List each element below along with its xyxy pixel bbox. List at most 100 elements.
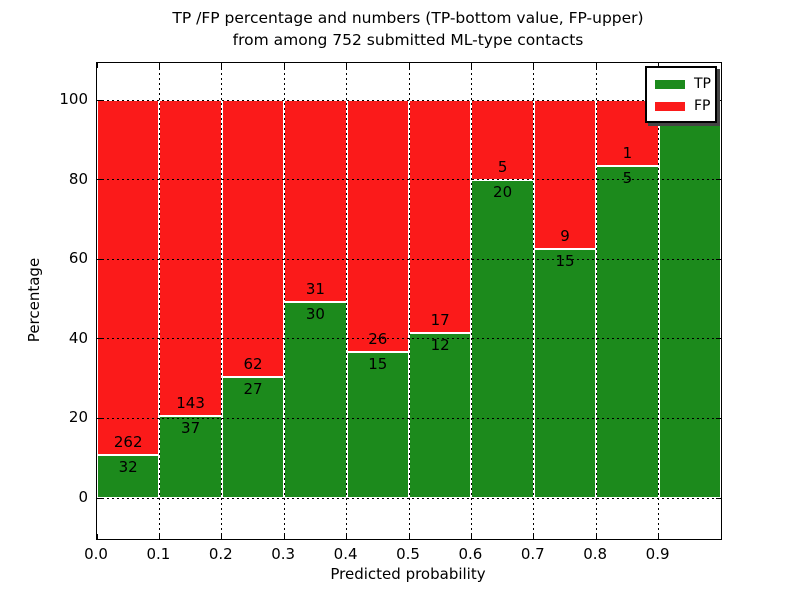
x-tick-mark <box>346 534 348 539</box>
y-tick-mark <box>716 258 721 260</box>
plot-area: 32262371432762303115261217205159513 <box>96 62 722 540</box>
x-axis-label: Predicted probability <box>330 565 486 583</box>
h-gridline <box>97 179 721 181</box>
bar-6-fp-count-label: 5 <box>497 157 508 176</box>
x-tick-label: 0.9 <box>645 545 670 563</box>
x-tick-mark <box>283 534 285 539</box>
grid-layer <box>97 63 721 539</box>
x-tick-mark <box>408 534 410 539</box>
x-tick-mark <box>470 534 472 539</box>
bar-0-tp-segment <box>97 454 160 498</box>
bar-3-fp-segment <box>284 100 347 303</box>
bar-4-tp-segment <box>346 352 409 498</box>
y-tick-mark <box>97 417 102 419</box>
x-tick-label: 0.1 <box>146 545 171 563</box>
legend-swatch-fp <box>655 101 685 111</box>
v-gridline <box>595 63 597 539</box>
x-tick-mark <box>595 534 597 539</box>
v-gridline <box>533 63 535 539</box>
h-gridline <box>97 497 721 499</box>
bar-1-tp-segment <box>159 416 222 498</box>
h-gridline <box>97 417 721 419</box>
bar-0-tp-count-label: 32 <box>118 457 138 476</box>
v-gridline <box>221 63 223 539</box>
x-tick-mark <box>158 63 160 68</box>
bar-0-fp-segment <box>97 100 160 455</box>
x-tick-mark <box>533 534 535 539</box>
bar-5-tp-segment <box>409 333 472 498</box>
y-tick-mark <box>716 497 721 499</box>
chart-title: TP /FP percentage and numbers (TP-bottom… <box>96 7 720 51</box>
x-tick-label: 0.4 <box>333 545 358 563</box>
bar-7-fp-count-label: 9 <box>560 227 570 246</box>
bar-3-tp-segment <box>284 302 347 498</box>
v-gridline <box>658 63 660 539</box>
y-tick-mark <box>97 258 102 260</box>
v-gridline <box>408 63 410 539</box>
legend: TP FP <box>645 66 717 123</box>
bar-5-fp-segment <box>409 100 472 334</box>
x-tick-mark <box>158 534 160 539</box>
bar-5-tp-count-label: 12 <box>430 336 450 355</box>
y-tick-label: 100 <box>59 90 88 108</box>
bar-7-tp-segment <box>533 249 597 498</box>
y-tick-label: 0 <box>78 488 88 506</box>
bar-8-fp-segment <box>596 100 659 167</box>
v-gridline <box>346 63 348 539</box>
bar-6-tp-count-label: 20 <box>493 182 513 201</box>
y-tick-mark <box>97 497 102 499</box>
bar-5-fp-count-label: 17 <box>430 311 450 330</box>
v-gridline <box>283 63 285 539</box>
bar-3-tp-count-label: 30 <box>305 305 325 324</box>
y-tick-mark <box>716 417 721 419</box>
bar-4-fp-count-label: 26 <box>368 330 388 349</box>
x-tick-label: 0.6 <box>458 545 483 563</box>
bar-3-fp-count-label: 31 <box>305 280 325 299</box>
legend-swatch-tp <box>655 79 685 89</box>
h-gridline <box>97 338 721 340</box>
x-tick-mark <box>346 63 348 68</box>
legend-label-fp: FP <box>694 98 711 114</box>
h-gridline <box>97 99 721 101</box>
axis-ticks-layer <box>96 63 721 539</box>
legend-entry-fp: FP <box>647 95 715 117</box>
y-tick-mark <box>97 99 102 101</box>
bar-0-fp-count-label: 262 <box>113 432 143 451</box>
bar-2-tp-count-label: 27 <box>243 380 263 399</box>
y-tick-label: 60 <box>68 249 88 268</box>
bar-2-fp-count-label: 62 <box>243 355 263 374</box>
v-gridline <box>158 63 160 539</box>
x-tick-mark <box>533 63 535 68</box>
bar-1-fp-count-label: 143 <box>176 394 205 413</box>
bar-7-tp-count-label: 15 <box>555 252 575 271</box>
y-tick-mark <box>716 99 721 101</box>
bars-layer <box>97 63 721 539</box>
bar-9-tp-segment <box>658 100 721 498</box>
x-tick-mark <box>470 63 472 68</box>
legend-label-tp: TP <box>694 76 711 92</box>
x-tick-label: 0.7 <box>520 545 545 563</box>
x-tick-mark <box>283 63 285 68</box>
x-tick-label: 0.5 <box>396 545 420 563</box>
x-tick-label: 0.8 <box>583 545 608 563</box>
bar-1-tp-count-label: 37 <box>181 419 201 438</box>
chart-title-line1: TP /FP percentage and numbers (TP-bottom… <box>172 9 644 27</box>
x-tick-mark <box>408 63 410 68</box>
x-tick-mark <box>658 534 660 539</box>
x-tick-mark <box>221 534 223 539</box>
legend-entry-tp: TP <box>647 73 715 95</box>
bar-4-tp-count-label: 15 <box>368 355 388 374</box>
chart-title-line2: from among 752 submitted ML-type contact… <box>232 31 584 49</box>
y-tick-mark <box>716 338 721 340</box>
x-tick-mark <box>595 63 597 68</box>
bar-7-fp-segment <box>533 100 597 250</box>
y-tick-label: 80 <box>68 169 88 188</box>
y-tick-mark <box>716 179 721 181</box>
x-tick-mark <box>96 534 98 539</box>
y-tick-mark <box>97 338 102 340</box>
x-tick-mark <box>221 63 223 68</box>
v-gridline <box>470 63 472 539</box>
x-tick-mark <box>658 63 660 68</box>
x-tick-label: 0.0 <box>84 545 108 563</box>
